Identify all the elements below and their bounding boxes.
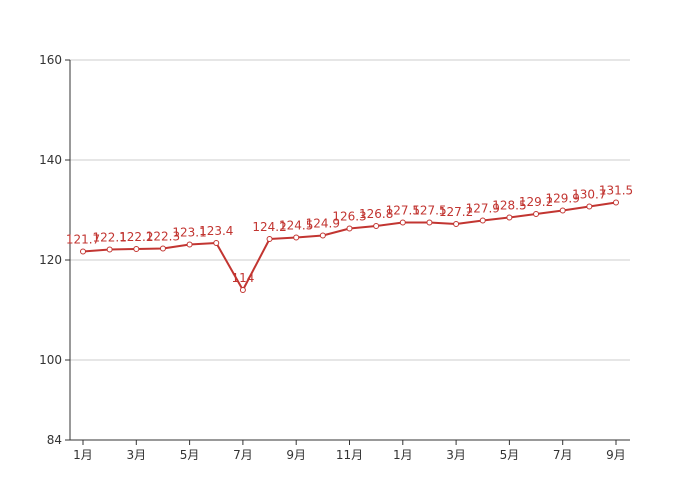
y-tick-label: 140 bbox=[39, 153, 62, 167]
data-point bbox=[319, 232, 326, 239]
data-label: 124.9 bbox=[306, 217, 340, 231]
data-point bbox=[133, 246, 140, 252]
data-point bbox=[506, 214, 513, 221]
x-tick-label: 7月 bbox=[233, 448, 253, 462]
data-label: 114 bbox=[231, 271, 254, 285]
data-point bbox=[586, 203, 593, 210]
data-label: 128.5 bbox=[492, 199, 526, 213]
data-point bbox=[213, 240, 220, 246]
data-point bbox=[453, 221, 460, 227]
data-label: 122.1 bbox=[92, 231, 126, 245]
data-label: 122.2 bbox=[119, 230, 153, 244]
data-point bbox=[479, 217, 486, 224]
x-tick-label: 7月 bbox=[553, 448, 573, 462]
data-label: 130.7 bbox=[572, 188, 606, 202]
data-label: 127.9 bbox=[466, 202, 500, 216]
data-label: 131.5 bbox=[599, 184, 633, 198]
data-label: 121.7 bbox=[66, 233, 100, 247]
y-tick-label: 160 bbox=[39, 53, 62, 67]
y-tick-label: 120 bbox=[39, 253, 62, 267]
x-tick-label: 9月 bbox=[606, 448, 626, 462]
data-point bbox=[559, 207, 566, 214]
data-point bbox=[426, 219, 433, 226]
grid-lines bbox=[70, 59, 630, 361]
data-point bbox=[293, 234, 300, 241]
x-tick-label: 3月 bbox=[126, 448, 146, 462]
x-tick-label: 11月 bbox=[336, 448, 363, 462]
data-point bbox=[106, 246, 113, 253]
data-point bbox=[266, 236, 273, 242]
y-tick-label: 84 bbox=[47, 433, 62, 447]
data-labels: 121.7122.1122.2122.3123.1123.4114124.212… bbox=[66, 184, 633, 286]
data-label: 123.1 bbox=[172, 226, 206, 240]
x-tick-label: 5月 bbox=[180, 448, 200, 462]
x-tick-label: 9月 bbox=[286, 448, 306, 462]
data-label: 126.3 bbox=[332, 210, 366, 224]
data-label: 127.5 bbox=[386, 204, 420, 218]
data-label: 124.2 bbox=[252, 220, 286, 234]
data-label: 124.5 bbox=[279, 219, 313, 233]
data-point bbox=[346, 225, 353, 232]
series bbox=[80, 199, 619, 293]
data-point bbox=[186, 241, 193, 248]
data-point bbox=[533, 211, 540, 217]
data-label: 129.2 bbox=[519, 195, 553, 209]
data-label: 122.3 bbox=[146, 230, 180, 244]
data-label: 127.2 bbox=[439, 205, 473, 219]
data-point bbox=[373, 223, 380, 229]
y-tick-label: 100 bbox=[39, 353, 62, 367]
x-tick-label: 1月 bbox=[393, 448, 413, 462]
data-label: 127.5 bbox=[412, 204, 446, 218]
data-label: 129.9 bbox=[546, 192, 580, 206]
data-point bbox=[159, 245, 166, 252]
data-point bbox=[239, 287, 246, 293]
axes: 84 100 120 140 160 1月 3月 5月 7月 9月 11月 1月 3月 5月 7月 9月 bbox=[39, 53, 630, 462]
x-tick-label: 3月 bbox=[446, 448, 466, 462]
x-tick-label: 1月 bbox=[73, 448, 93, 462]
data-label: 123.4 bbox=[199, 224, 233, 238]
x-tick-label: 5月 bbox=[500, 448, 520, 462]
data-label: 126.8 bbox=[359, 207, 393, 221]
data-point bbox=[80, 248, 86, 255]
data-point bbox=[399, 219, 406, 226]
data-point bbox=[613, 199, 619, 206]
